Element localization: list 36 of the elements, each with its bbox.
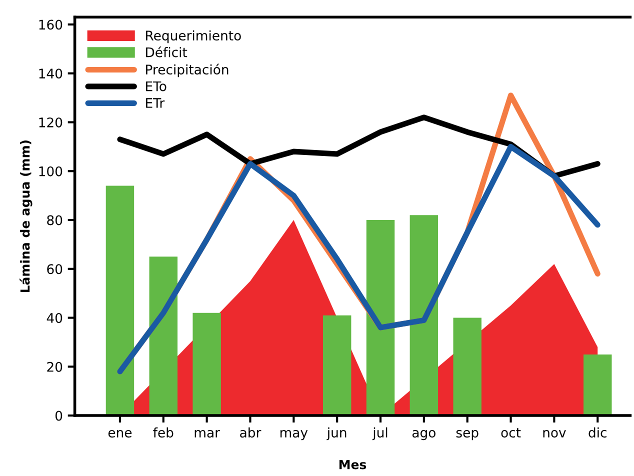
x-tick-label: oct xyxy=(501,428,521,438)
x-tick-label: jul xyxy=(372,427,388,440)
legend-label: ETr xyxy=(146,98,165,108)
bar xyxy=(106,186,134,416)
bar xyxy=(149,256,178,416)
x-tick-label: dic xyxy=(588,427,606,438)
legend-label: Requerimiento xyxy=(146,30,241,44)
bar xyxy=(453,318,482,416)
x-tick-label: feb xyxy=(153,427,174,438)
x-axis-title: Mes xyxy=(339,460,366,470)
y-tick-label: 140 xyxy=(39,68,62,79)
y-tick-label: 40 xyxy=(46,313,62,323)
y-tick-label: 0 xyxy=(55,410,62,421)
legend-label: ETo xyxy=(146,81,166,92)
y-axis-title: Lámina de agua (mm) xyxy=(20,140,32,292)
x-tick-label: ago xyxy=(412,430,436,440)
x-tick-label: jun xyxy=(326,427,346,440)
y-tick-label: 120 xyxy=(39,117,62,128)
bar xyxy=(410,215,438,416)
x-tick-label: sep xyxy=(456,430,478,440)
x-tick-label: may xyxy=(280,430,308,440)
y-tick-label: 100 xyxy=(39,166,62,176)
y-tick-label: 160 xyxy=(39,20,62,30)
y-tick-label: 60 xyxy=(47,264,62,274)
y-tick-label: 80 xyxy=(47,215,62,226)
legend-label: Precipitación xyxy=(146,64,228,78)
legend-label: Déficit xyxy=(146,46,188,58)
bar xyxy=(322,315,352,416)
x-tick-label: mar xyxy=(194,430,220,438)
bar xyxy=(192,312,221,416)
x-tick-label: ene xyxy=(108,430,132,438)
y-tick-label: 20 xyxy=(47,362,62,372)
x-tick-label: nov xyxy=(543,430,566,438)
bar xyxy=(366,220,395,416)
x-tick-label: abr xyxy=(240,427,262,438)
bar xyxy=(584,354,612,416)
